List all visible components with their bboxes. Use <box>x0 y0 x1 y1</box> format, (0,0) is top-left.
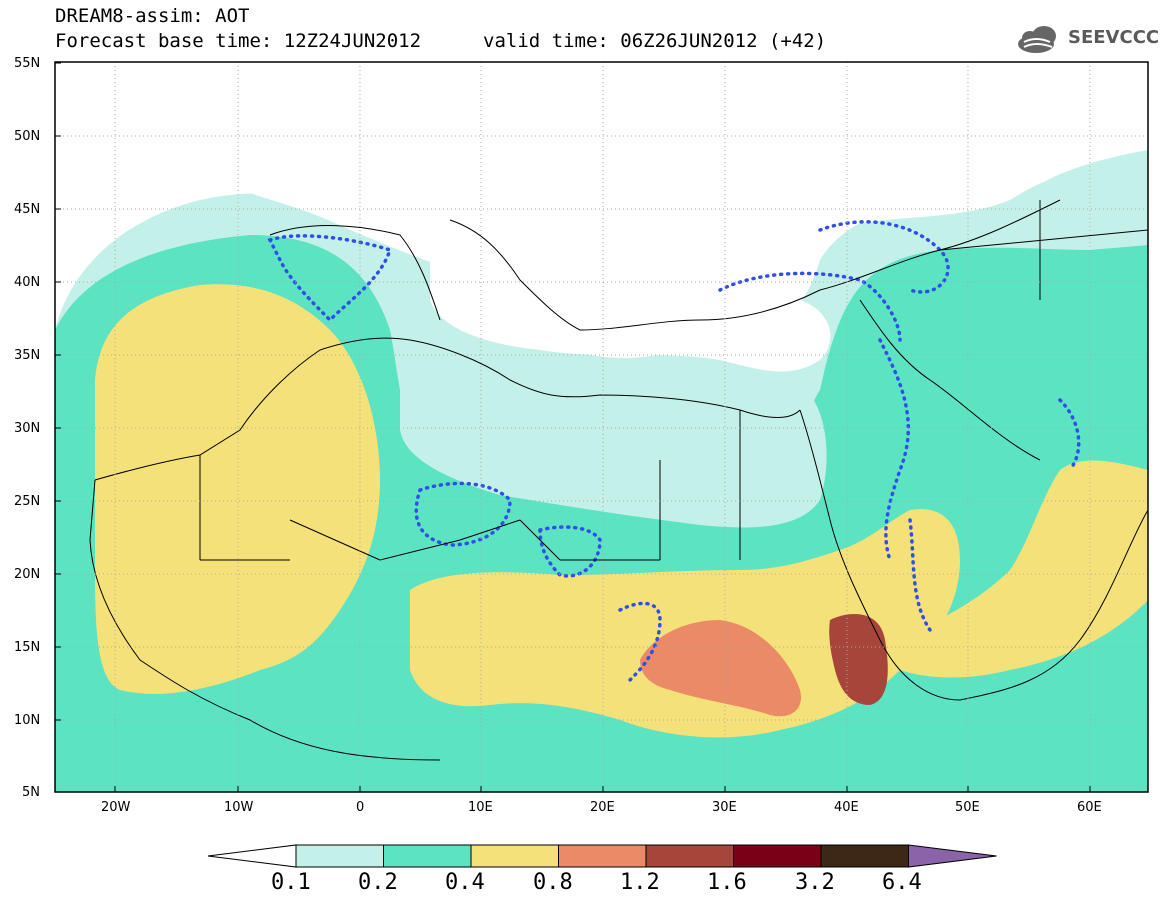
colorbar-swatch <box>733 844 822 868</box>
colorbar-label: 0.8 <box>533 870 573 895</box>
aot-contour-0.1-inner <box>400 348 827 528</box>
lat-label: 5N <box>22 785 40 800</box>
lat-label: 40N <box>14 275 41 290</box>
axis-ticks <box>55 62 1091 792</box>
lat-label: 30N <box>14 421 41 436</box>
colorbar-swatch <box>383 844 472 868</box>
lat-label: 50N <box>14 129 41 144</box>
colorbar-swatch <box>295 844 384 868</box>
valid-time: valid time: 06Z26JUN2012 (+42) <box>483 30 827 52</box>
coastlines-borders <box>89 199 1148 761</box>
aot-contour-0.8 <box>640 620 801 717</box>
lon-label: 30E <box>712 800 737 815</box>
lat-label: 45N <box>14 202 41 217</box>
colorbar-arrow-low <box>207 844 297 868</box>
map-frame <box>54 61 1149 793</box>
lat-label: 20N <box>14 567 41 582</box>
lat-label: 35N <box>14 348 41 363</box>
colorbar-label: 0.4 <box>445 870 485 895</box>
colorbar <box>207 844 997 868</box>
cloud-logo-icon <box>1018 26 1056 53</box>
colorbar-label: 1.6 <box>707 870 747 895</box>
colorbar-swatch <box>558 844 647 868</box>
colorbar-arrow-high <box>908 844 997 868</box>
lat-label: 55N <box>14 56 41 71</box>
logo-text: SEEVCCC <box>1068 27 1160 48</box>
forecast-base-time: Forecast base time: 12Z24JUN2012 <box>55 30 422 52</box>
aot-contour-0.4-sahel <box>410 509 960 738</box>
lon-label: 10E <box>468 800 493 815</box>
lon-label: 10W <box>224 800 254 815</box>
europe-clear-area <box>240 62 1148 300</box>
lon-label: 20W <box>101 800 131 815</box>
lon-label: 0 <box>356 800 365 815</box>
colorbar-swatch <box>470 844 559 868</box>
aot-contour-0.4-arabia <box>900 460 1148 678</box>
lon-label: 40E <box>834 800 859 815</box>
colorbar-swatch <box>820 844 909 868</box>
lon-label: 50E <box>955 800 980 815</box>
lat-label: 15N <box>14 640 41 655</box>
aot-contour-1.2 <box>829 614 888 705</box>
colorbar-swatch <box>645 844 734 868</box>
lat-label: 10N <box>14 713 41 728</box>
colorbar-label: 6.4 <box>882 870 922 895</box>
colorbar-label: 0.2 <box>358 870 398 895</box>
map-gridlines <box>55 62 1148 792</box>
lon-label: 60E <box>1077 800 1102 815</box>
colorbar-label: 3.2 <box>795 870 835 895</box>
colorbar-label: 0.1 <box>271 870 311 895</box>
colorbar-label: 1.2 <box>620 870 660 895</box>
aot-contour-0.4-west <box>95 284 380 694</box>
lon-label: 20E <box>590 800 615 815</box>
lat-label: 25N <box>14 494 41 509</box>
map-title: DREAM8-assim: AOT <box>55 5 250 27</box>
